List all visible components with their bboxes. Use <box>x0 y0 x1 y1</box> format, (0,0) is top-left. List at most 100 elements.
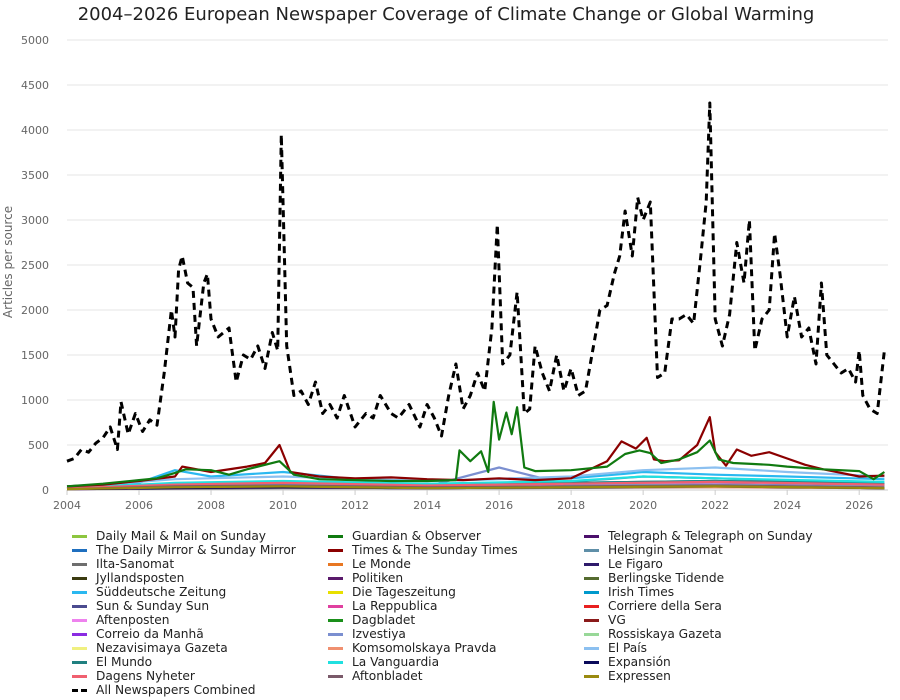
legend-swatch <box>584 674 599 678</box>
legend-item[interactable]: La Vanguardia <box>328 655 584 669</box>
legend-item[interactable]: Politiken <box>328 571 584 585</box>
x-tick-label: 2016 <box>485 499 513 512</box>
legend-swatch <box>584 534 599 538</box>
legend-item[interactable]: Telegraph & Telegraph on Sunday <box>584 529 884 543</box>
y-tick-label: 0 <box>42 484 49 497</box>
legend-swatch <box>72 576 87 580</box>
y-tick-label: 2500 <box>21 259 49 272</box>
legend-swatch <box>584 618 599 622</box>
legend-item[interactable]: Guardian & Observer <box>328 529 584 543</box>
legend-item[interactable]: Expressen <box>584 669 884 683</box>
legend-label: Times & The Sunday Times <box>352 543 518 557</box>
legend-item[interactable]: Dagbladet <box>328 613 584 627</box>
y-tick-label: 1000 <box>21 394 49 407</box>
x-tick-label: 2012 <box>341 499 369 512</box>
legend-swatch <box>584 632 599 636</box>
legend-item[interactable]: Daily Mail & Mail on Sunday <box>72 529 328 543</box>
legend-swatch <box>72 534 87 538</box>
legend-swatch <box>584 646 599 650</box>
legend-swatch <box>584 590 599 594</box>
x-tick-label: 2006 <box>125 499 153 512</box>
x-axis-ticks: 2004 2006 2008 2010 2012 2014 2016 2018 2020 2022… <box>53 490 873 512</box>
legend-item[interactable]: Le Monde <box>328 557 584 571</box>
legend-swatch <box>328 632 343 636</box>
legend-item[interactable]: Izvestiya <box>328 627 584 641</box>
legend-label: Rossiskaya Gazeta <box>608 627 722 641</box>
legend-label: Aftonbladet <box>352 669 423 683</box>
y-tick-label: 4500 <box>21 79 49 92</box>
y-tick-label: 3500 <box>21 169 49 182</box>
legend-item[interactable]: Ilta-Sanomat <box>72 557 328 571</box>
legend-item[interactable]: All Newspapers Combined <box>72 683 328 697</box>
legend-item[interactable]: El Mundo <box>72 655 328 669</box>
legend-swatch <box>328 618 343 622</box>
x-tick-label: 2024 <box>773 499 801 512</box>
legend-label: La Vanguardia <box>352 655 440 669</box>
legend-swatch <box>584 604 599 608</box>
x-tick-label: 2004 <box>53 499 81 512</box>
legend-item[interactable]: Helsingin Sanomat <box>584 543 884 557</box>
legend-item[interactable]: Corriere della Sera <box>584 599 884 613</box>
legend-label: Süddeutsche Zeitung <box>96 585 227 599</box>
legend-item[interactable]: El País <box>584 641 884 655</box>
legend-item[interactable]: Berlingske Tidende <box>584 571 884 585</box>
y-axis-label: Articles per source <box>1 206 15 318</box>
legend-swatch <box>72 604 87 608</box>
legend-label: Dagbladet <box>352 613 416 627</box>
legend-label: All Newspapers Combined <box>96 683 256 697</box>
legend-swatch <box>584 576 599 580</box>
x-tick-label: 2026 <box>845 499 873 512</box>
legend-item[interactable]: Dagens Nyheter <box>72 669 328 683</box>
y-tick-label: 3000 <box>21 214 49 227</box>
legend-item[interactable]: Irish Times <box>584 585 884 599</box>
legend-item[interactable]: La Reppublica <box>328 599 584 613</box>
x-tick-label: 2008 <box>197 499 225 512</box>
legend-item[interactable]: Times & The Sunday Times <box>328 543 584 557</box>
x-tick-label: 2014 <box>413 499 441 512</box>
legend-item[interactable]: Sun & Sunday Sun <box>72 599 328 613</box>
legend-label: Jyllandsposten <box>96 571 185 585</box>
legend-item[interactable]: Expansión <box>584 655 884 669</box>
legend-label: Telegraph & Telegraph on Sunday <box>608 529 813 543</box>
legend-swatch <box>584 562 599 566</box>
legend-swatch <box>72 590 87 594</box>
legend-label: Guardian & Observer <box>352 529 481 543</box>
grid-lines <box>67 39 888 491</box>
legend-label: Daily Mail & Mail on Sunday <box>96 529 267 543</box>
legend-item[interactable]: Die Tageszeitung <box>328 585 584 599</box>
legend-swatch <box>328 562 343 566</box>
legend-label: Izvestiya <box>352 627 406 641</box>
legend-label: The Daily Mirror & Sunday Mirror <box>96 543 296 557</box>
legend-swatch <box>72 562 87 566</box>
legend-label: Corriere della Sera <box>608 599 722 613</box>
legend-swatch <box>328 576 343 580</box>
legend-label: Nezavisimaya Gazeta <box>96 641 228 655</box>
legend-swatch <box>72 688 87 692</box>
legend-item[interactable]: Correio da Manhã <box>72 627 328 641</box>
series-line-32 <box>66 485 885 491</box>
legend-item[interactable]: The Daily Mirror & Sunday Mirror <box>72 543 328 557</box>
y-tick-label: 1500 <box>21 349 49 362</box>
legend-label: Politiken <box>352 571 404 585</box>
legend-label: Expressen <box>608 669 671 683</box>
legend-item[interactable]: Süddeutsche Zeitung <box>72 585 328 599</box>
legend-swatch <box>328 534 343 538</box>
legend-item[interactable]: Le Figaro <box>584 557 884 571</box>
legend-swatch <box>328 604 343 608</box>
legend-item[interactable]: VG <box>584 613 884 627</box>
legend-item[interactable]: Komsomolskaya Pravda <box>328 641 584 655</box>
legend-item[interactable]: Jyllandsposten <box>72 571 328 585</box>
legend-swatch <box>584 548 599 552</box>
legend-label: Sun & Sunday Sun <box>96 599 210 613</box>
legend-item[interactable]: Aftenposten <box>72 613 328 627</box>
x-tick-label: 2022 <box>701 499 729 512</box>
legend-swatch <box>72 548 87 552</box>
legend-label: Komsomolskaya Pravda <box>352 641 497 655</box>
legend-item[interactable]: Rossiskaya Gazeta <box>584 627 884 641</box>
legend-item[interactable]: Aftonbladet <box>328 669 584 683</box>
legend-swatch <box>72 618 87 622</box>
series-line-26 <box>66 466 885 489</box>
legend-swatch <box>328 646 343 650</box>
legend-swatch <box>584 660 599 664</box>
legend-item[interactable]: Nezavisimaya Gazeta <box>72 641 328 655</box>
